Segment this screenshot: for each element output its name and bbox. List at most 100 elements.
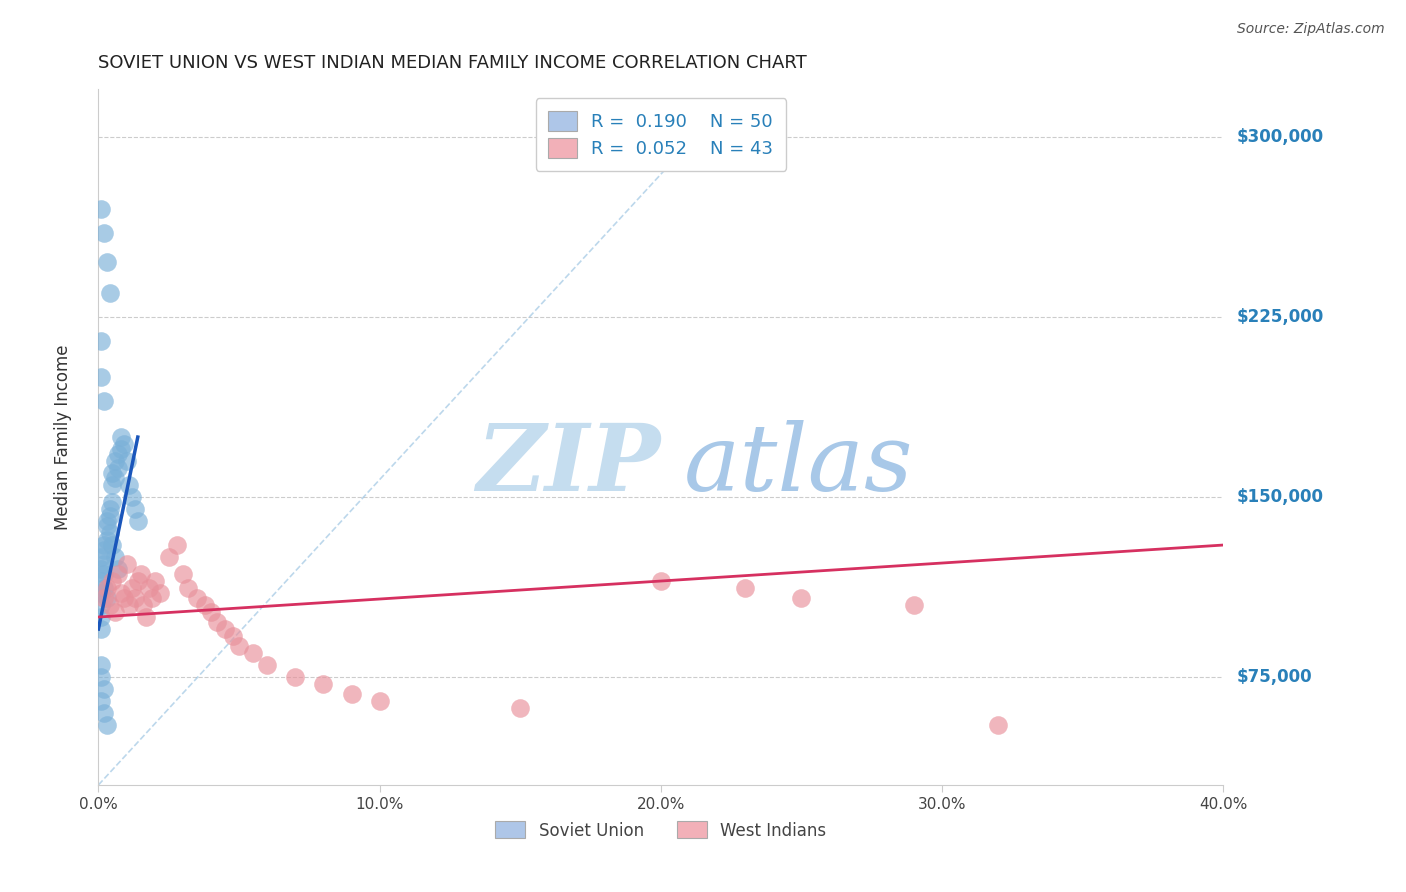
Point [205,615,228,629]
Point [96,519,118,533]
Point [93,538,115,552]
Y-axis label: Median Family Income: Median Family Income [53,344,72,530]
Point [166,538,188,552]
Point [312,677,335,691]
Point [177,581,200,595]
Point [101,574,124,588]
Point [101,495,124,509]
Point [104,549,127,564]
Point [104,605,127,619]
Point [172,566,194,581]
Point [107,562,129,576]
Point [104,471,127,485]
Point [734,581,756,595]
Point [284,670,307,684]
Point [127,574,149,588]
Point [650,574,672,588]
Point [96,718,118,732]
Point [132,598,155,612]
Point [124,502,146,516]
Point [127,514,149,528]
Point [121,490,143,504]
Point [214,622,236,636]
Point [141,591,163,605]
Point [90,202,112,216]
Point [90,334,112,348]
Text: $300,000: $300,000 [1237,128,1324,146]
Point [101,466,124,480]
Point [112,437,135,451]
Point [194,598,217,612]
Point [200,605,222,619]
Point [96,591,118,605]
Text: $225,000: $225,000 [1237,308,1324,326]
Point [98,502,121,516]
Text: SOVIET UNION VS WEST INDIAN MEDIAN FAMILY INCOME CORRELATION CHART: SOVIET UNION VS WEST INDIAN MEDIAN FAMIL… [98,54,807,72]
Point [987,718,1010,732]
Point [96,533,118,548]
Point [93,581,115,595]
Legend: Soviet Union, West Indians: Soviet Union, West Indians [488,814,834,847]
Point [118,478,141,492]
Point [101,538,124,552]
Point [110,430,132,444]
Point [98,526,121,541]
Point [110,442,132,456]
Point [222,629,245,643]
Point [90,658,112,673]
Point [96,255,118,269]
Point [93,591,115,605]
Point [90,586,112,600]
Point [90,574,112,588]
Point [107,461,129,475]
Point [340,687,363,701]
Text: atlas: atlas [683,420,912,510]
Point [129,566,152,581]
Point [98,598,121,612]
Point [790,591,813,605]
Point [110,586,132,600]
Point [157,549,180,564]
Point [107,566,129,581]
Point [149,586,172,600]
Point [90,562,112,576]
Text: $75,000: $75,000 [1237,668,1313,686]
Point [93,542,115,557]
Point [101,478,124,492]
Point [93,394,115,409]
Point [96,514,118,528]
Point [96,581,118,595]
Point [115,558,138,572]
Point [90,549,112,564]
Point [90,622,112,636]
Point [903,598,925,612]
Point [242,646,264,660]
Text: Source: ZipAtlas.com: Source: ZipAtlas.com [1237,22,1385,37]
Point [104,454,127,468]
Point [124,591,146,605]
Point [90,610,112,624]
Point [98,286,121,301]
Point [90,598,112,612]
Point [90,670,112,684]
Point [93,566,115,581]
Point [186,591,208,605]
Point [93,226,115,240]
Point [115,454,138,468]
Point [228,639,250,653]
Point [121,581,143,595]
Point [256,658,278,673]
Point [135,610,157,624]
Point [143,574,166,588]
Point [93,558,115,572]
Text: ZIP: ZIP [477,420,661,510]
Point [98,509,121,524]
Point [509,701,531,715]
Point [93,706,115,720]
Text: $150,000: $150,000 [1237,488,1324,506]
Point [90,370,112,384]
Point [368,694,391,708]
Point [107,447,129,461]
Point [90,694,112,708]
Point [93,681,115,696]
